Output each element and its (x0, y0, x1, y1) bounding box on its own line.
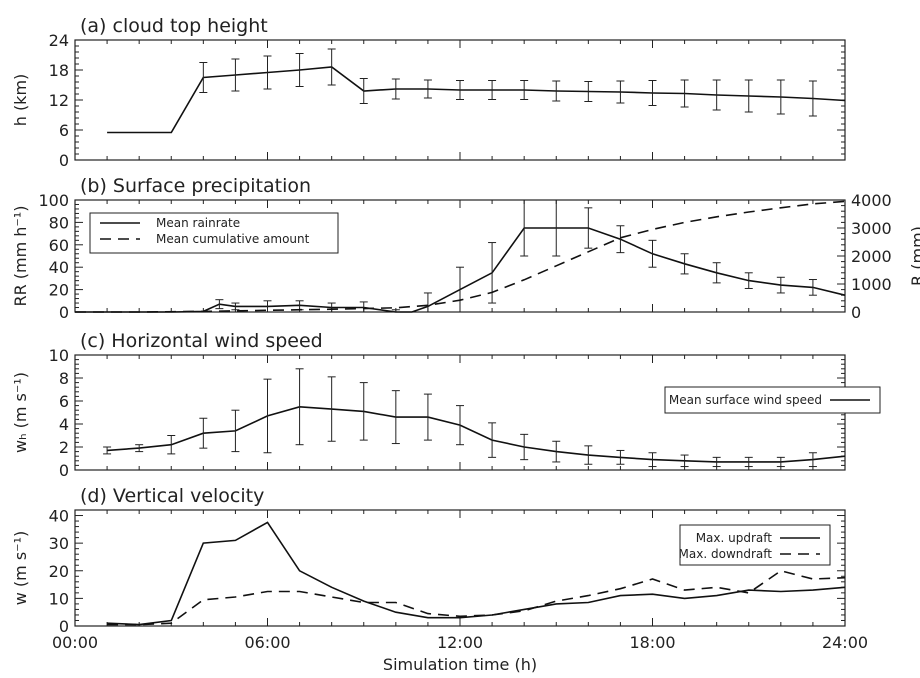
panel-3: (d) Vertical velocity 0 10 20 30 40 w (m s⁻¹) 0… (11, 485, 868, 674)
y-right-axis-label: R (mm) (908, 226, 920, 286)
legend-label: Mean cumulative amount (156, 232, 310, 246)
y-tick-label: 8 (59, 369, 69, 388)
y-tick-label: 30 (49, 534, 69, 553)
y-right-tick-label: 1000 (851, 275, 892, 294)
legend: Mean rainrate Mean cumulative amount (89, 212, 339, 254)
panel-2: (c) Horizontal wind speed 0 2 4 6 8 10 wₕ (m s⁻… (11, 330, 881, 480)
series-line-1 (107, 569, 846, 626)
y-axis-label: wₕ (m s⁻¹) (11, 372, 30, 453)
legend: Max. updraft Max. downdraft (679, 524, 831, 566)
y-tick-label: 4 (59, 415, 69, 434)
panel-title: (c) Horizontal wind speed (80, 330, 323, 352)
legend-label: Max. updraft (696, 531, 773, 545)
panel-title: (b) Surface precipitation (80, 175, 311, 197)
y-tick-label: 60 (49, 236, 69, 255)
y-right-tick-label: 3000 (851, 219, 892, 238)
y-right-tick-label: 0 (851, 303, 861, 322)
legend-box (89, 212, 339, 254)
x-tick-label: 06:00 (244, 633, 290, 652)
y-right-tick-label: 2000 (851, 247, 892, 266)
y-tick-label: 24 (49, 31, 69, 50)
x-tick-label: 24:00 (822, 633, 868, 652)
y-tick-label: 20 (49, 281, 69, 300)
y-tick-label: 6 (59, 121, 69, 140)
legend-label: Mean rainrate (156, 216, 240, 230)
y-tick-label: 6 (59, 392, 69, 411)
y-tick-label: 20 (49, 562, 69, 581)
y-axis-label: w (m s⁻¹) (11, 531, 30, 606)
x-tick-label: 12:00 (437, 633, 483, 652)
y-tick-label: 80 (49, 213, 69, 232)
legend-box (679, 524, 831, 566)
y-tick-label: 40 (49, 258, 69, 277)
panel-title: (d) Vertical velocity (80, 485, 264, 507)
legend-label: Mean surface wind speed (669, 393, 822, 407)
x-tick-label: 00:00 (52, 633, 98, 652)
y-tick-label: 0 (59, 617, 69, 636)
series-line-0 (107, 405, 846, 463)
panel-title: (a) cloud top height (80, 15, 268, 37)
y-axis-label: RR (mm h⁻¹) (11, 205, 30, 306)
y-tick-label: 0 (59, 151, 69, 170)
series-line-0 (107, 66, 846, 134)
series-line-1 (75, 200, 846, 313)
y-tick-label: 10 (49, 346, 69, 365)
y-tick-label: 12 (49, 91, 69, 110)
y-axis-label: h (km) (11, 74, 30, 127)
y-tick-label: 0 (59, 461, 69, 480)
y-tick-label: 10 (49, 589, 69, 608)
panel-1: (b) Surface precipitation020406080100010… (11, 175, 920, 322)
panel-0: (a) cloud top height 0 6 12 18 24 h (km) (11, 15, 846, 170)
y-tick-label: 0 (59, 303, 69, 322)
y-tick-label: 100 (38, 191, 69, 210)
y-right-tick-label: 4000 (851, 191, 892, 210)
x-tick-label: 18:00 (629, 633, 675, 652)
legend: Mean surface wind speed (664, 386, 881, 414)
y-tick-label: 40 (49, 507, 69, 526)
y-tick-label: 2 (59, 438, 69, 457)
y-tick-label: 18 (49, 61, 69, 80)
legend-label: Max. downdraft (679, 547, 773, 561)
x-axis-label: Simulation time (h) (383, 655, 537, 674)
